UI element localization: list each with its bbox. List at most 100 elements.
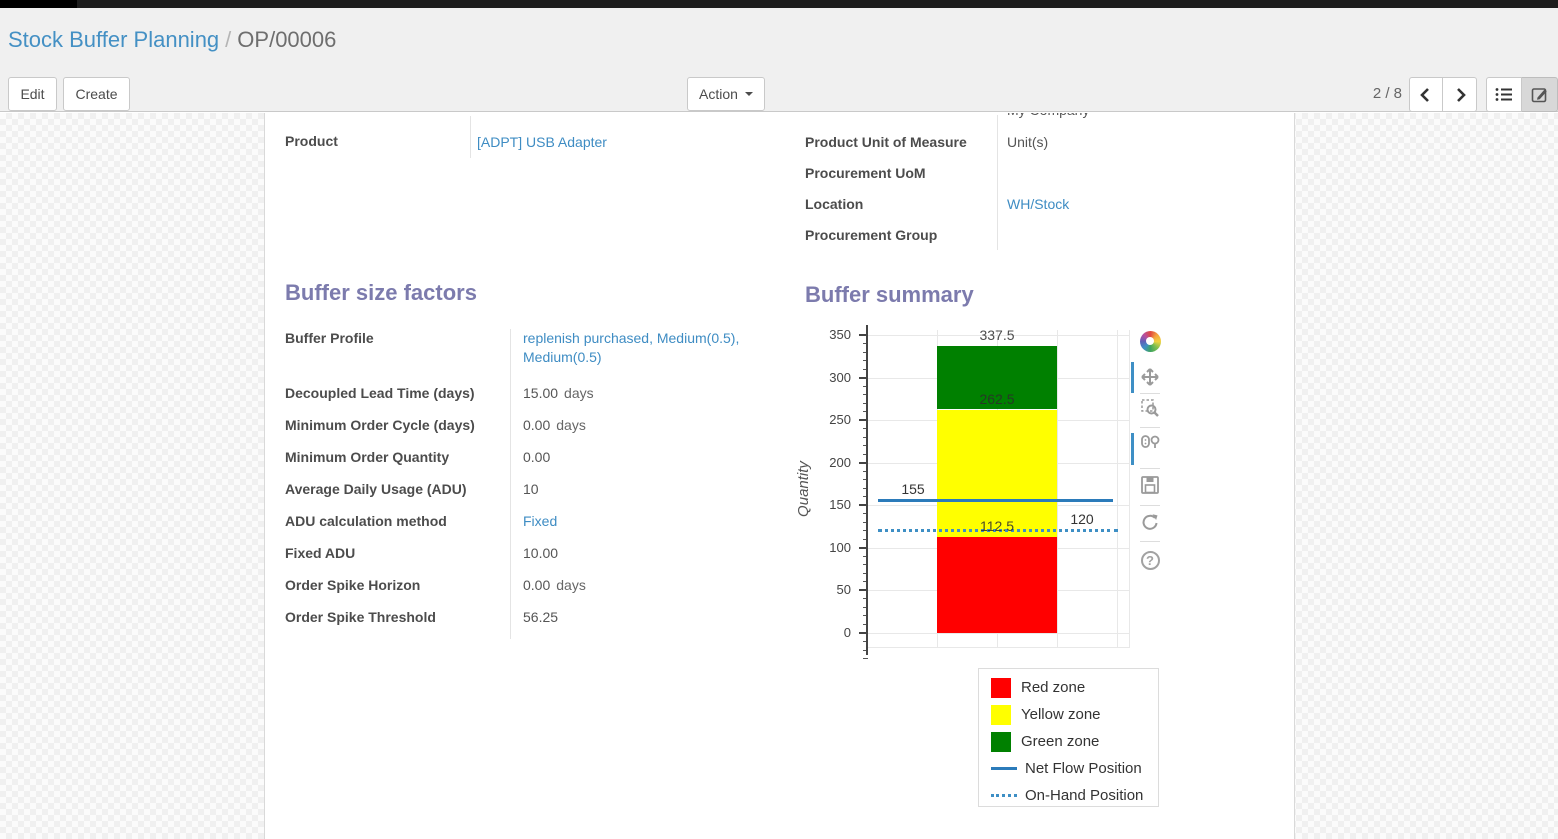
y-tick-major [859,589,868,592]
y-tick-minor [863,581,868,583]
compare-hover-icon[interactable] [1138,431,1162,455]
moq-value: 0.00 [523,449,551,465]
field-row: Order Spike Horizon 0.00 days [285,576,777,608]
reset-axes-icon[interactable] [1138,510,1162,534]
list-view-button[interactable] [1486,77,1522,112]
y-tick-major [859,546,868,549]
legend-item-yellow-zone[interactable]: Yellow zone [991,701,1158,728]
modebar-separator [1140,468,1160,469]
spike-threshold-value: 56.25 [523,609,559,625]
buffer-summary-heading: Buffer summary [805,282,974,307]
line-value-label: 120 [1070,510,1094,527]
product-info-group: Product Unit of Measure Unit(s) Procurem… [805,134,1205,258]
zoom-box-icon[interactable] [1138,396,1162,420]
y-tick-minor [863,572,868,574]
modebar-active-indicator [1131,433,1134,465]
legend-item-red-zone[interactable]: Red zone [991,674,1158,701]
y-tick-minor [863,343,868,344]
product-field-label: Product [285,133,338,149]
y-tick-label: 100 [829,539,851,555]
field-row: Minimum Order Cycle (days) 0.00 days [285,416,777,448]
y-tick-minor [863,555,868,557]
create-button[interactable]: Create [63,77,130,111]
spike-horizon-label: Order Spike Horizon [285,577,421,593]
y-tick-label: 200 [829,454,851,470]
gridline-horizontal [868,633,1129,634]
modebar-separator [1140,393,1160,394]
field-row: Order Spike Threshold 56.25 [285,608,777,640]
pager-next-button[interactable] [1443,77,1477,112]
form-view-button[interactable] [1522,77,1558,112]
pager-counter[interactable]: 2 / 8 [1372,85,1402,102]
legend-item-net-flow[interactable]: Net Flow Position [991,755,1158,782]
legend-label: Red zone [1021,679,1086,696]
y-tick-major [859,376,868,379]
dotted-line-swatch [991,794,1017,797]
buffer-profile-value[interactable]: replenish purchased, Medium(0.5), Medium… [523,330,740,365]
y-tick-minor [863,351,868,353]
y-tick-minor [863,436,868,438]
help-icon[interactable]: ? [1138,548,1162,572]
y-tick-minor [863,470,868,472]
y-tick-minor [863,623,868,625]
location-field-label: Location [805,196,864,212]
chevron-left-icon [1420,87,1429,102]
plotly-logo[interactable] [1138,329,1162,353]
zone-boundary-value: 112.5 [980,518,1014,535]
y-tick-minor [863,615,868,617]
gridline-vertical [1057,330,1058,647]
legend-item-green-zone[interactable]: Green zone [991,728,1158,755]
field-separator [470,116,471,158]
y-tick-label: 150 [829,497,851,513]
pager-arrows [1409,77,1477,112]
field-row: Minimum Order Quantity 0.00 [285,448,777,480]
save-icon[interactable] [1138,473,1162,497]
legend-item-on-hand[interactable]: On-Hand Position [991,782,1158,809]
buffer-summary-chart: Quantity 0 50 100 150 200 250 300 350 112.5 262.… [795,313,1170,813]
form-sheet: My Company Product [ADPT] USB Adapter Pr… [264,113,1295,839]
y-tick-minor [863,445,868,447]
y-tick-label: 50 [836,582,851,598]
field-row: Procurement Group [805,227,1205,258]
breadcrumb-parent-link[interactable]: Stock Buffer Planning [8,27,220,52]
edit-button[interactable]: Edit [8,77,57,111]
y-tick-minor [863,368,868,370]
y-tick-minor [863,479,868,481]
moc-label: Minimum Order Cycle (days) [285,417,475,433]
green-zone-swatch [991,731,1011,752]
field-row: Decoupled Lead Time (days) 15.00 days [285,384,777,416]
dlt-suffix: days [564,385,594,401]
fixed-adu-label: Fixed ADU [285,545,356,561]
action-dropdown-button[interactable]: Action [687,77,765,111]
field-row: Average Daily Usage (ADU) 10 [285,480,777,512]
uom-field-value: Unit(s) [1007,134,1049,150]
y-tick-major [859,419,868,422]
y-tick-major [859,461,868,464]
y-tick-minor [863,385,868,387]
y-tick-major [859,334,868,336]
moq-label: Minimum Order Quantity [285,449,450,465]
product-field-value[interactable]: [ADPT] USB Adapter [477,134,607,150]
buffer-profile-label: Buffer Profile [285,330,374,346]
chevron-down-icon [744,92,753,100]
pager-previous-button[interactable] [1409,77,1443,112]
dlt-label: Decoupled Lead Time (days) [285,385,475,401]
y-tick-minor [863,496,868,498]
location-field-value[interactable]: WH/Stock [1007,196,1070,212]
adu-label: Average Daily Usage (ADU) [285,481,467,497]
modebar-active-indicator [1131,362,1134,393]
solid-line-swatch [991,767,1017,770]
adu-method-value[interactable]: Fixed [523,513,558,529]
field-row: Product Unit of Measure Unit(s) [805,134,1205,165]
pan-icon[interactable] [1138,365,1162,389]
breadcrumb-current: OP/00006 [237,27,337,52]
zone-boundary-value: 262.5 [979,390,1015,407]
modebar-separator [1140,505,1160,506]
y-tick-label: 250 [829,412,851,428]
y-tick-minor [863,428,868,430]
chart-modebar: ? [1131,325,1171,585]
y-tick-minor [863,402,868,404]
modebar-separator [1140,541,1160,542]
bar-zone-red-zone [937,537,1057,633]
field-row: ADU calculation method Fixed [285,512,777,544]
